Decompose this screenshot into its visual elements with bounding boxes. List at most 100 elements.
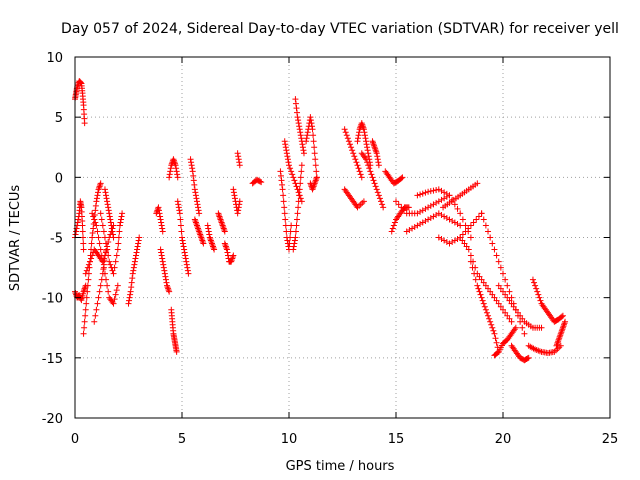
data-point [373, 150, 380, 157]
data-point [100, 228, 107, 235]
data-point [519, 324, 526, 331]
data-point [401, 207, 408, 214]
data-point [134, 246, 141, 253]
data-point [110, 300, 117, 307]
data-point [296, 186, 303, 193]
data-point [475, 213, 482, 220]
data-point [475, 285, 482, 292]
series-arc15 [174, 198, 192, 277]
data-point [88, 240, 95, 247]
series-arc34 [369, 138, 382, 169]
data-point [405, 204, 412, 211]
data-point [92, 202, 99, 209]
data-point [193, 198, 200, 205]
data-point [101, 252, 108, 259]
data-point [131, 261, 138, 268]
y-tick-label: -5 [50, 232, 63, 247]
data-point [132, 252, 139, 259]
data-point [457, 234, 464, 241]
data-point [175, 204, 182, 211]
data-point [467, 252, 474, 259]
data-point [393, 198, 399, 205]
series-arc29 [307, 174, 320, 193]
data-point [236, 159, 243, 166]
data-point [497, 285, 504, 292]
data-point [81, 120, 88, 127]
y-tick-label: -20 [42, 412, 63, 427]
data-point [462, 222, 469, 229]
data-point [354, 162, 361, 169]
data-point [495, 282, 502, 289]
data-point [492, 335, 499, 342]
series-arc18 [204, 222, 218, 253]
data-point [192, 192, 199, 199]
data-point [358, 174, 365, 181]
data-point [472, 276, 479, 283]
series-arc49 [529, 276, 566, 325]
data-point [156, 210, 163, 217]
data-point [367, 168, 374, 175]
data-point [258, 179, 265, 186]
data-point [80, 240, 87, 247]
data-point [483, 309, 490, 316]
data-point [375, 159, 382, 166]
data-point [379, 201, 386, 208]
data-point [474, 282, 481, 289]
data-point [126, 297, 133, 304]
data-point [91, 216, 98, 223]
data-point [538, 324, 545, 331]
data-point [188, 159, 195, 166]
data-point [98, 276, 105, 283]
data-point [291, 177, 298, 184]
data-point [103, 192, 110, 199]
data-point [109, 231, 116, 238]
data-point [485, 312, 492, 319]
series-arc21 [230, 186, 243, 217]
data-point [115, 234, 122, 241]
data-point [303, 138, 310, 145]
data-point [181, 246, 188, 253]
data-point [373, 186, 380, 193]
data-point [235, 204, 242, 211]
data-point [97, 282, 104, 289]
data-point [103, 195, 110, 202]
data-point [502, 291, 509, 298]
data-point [236, 201, 243, 208]
data-point [92, 207, 99, 214]
data-point [297, 174, 304, 181]
data-point [459, 237, 466, 244]
data-point [92, 219, 99, 226]
data-point [93, 195, 100, 202]
data-point [134, 243, 141, 250]
data-point [288, 168, 295, 175]
data-point [190, 177, 197, 184]
data-point [311, 144, 318, 151]
data-point [184, 264, 191, 271]
data-point [298, 168, 305, 175]
data-point [103, 248, 110, 255]
data-point [177, 222, 184, 229]
data-point [81, 324, 88, 331]
data-point [86, 258, 93, 265]
data-point [174, 174, 181, 181]
data-point [127, 291, 134, 298]
series-arc47 [508, 342, 532, 364]
series-arc26 [290, 162, 305, 253]
data-point [225, 252, 232, 259]
data-point [205, 225, 212, 232]
data-point [298, 135, 305, 142]
data-point [474, 180, 481, 187]
data-point [293, 105, 300, 112]
data-point [512, 306, 519, 313]
data-point [158, 252, 165, 259]
data-point [285, 159, 292, 166]
series-arc24 [277, 168, 295, 253]
data-point [493, 339, 500, 346]
data-point [89, 229, 96, 236]
data-point [180, 240, 187, 247]
data-point [489, 291, 496, 298]
data-point [159, 255, 166, 262]
data-point [193, 195, 200, 202]
data-point [459, 216, 466, 223]
data-point [101, 257, 108, 264]
